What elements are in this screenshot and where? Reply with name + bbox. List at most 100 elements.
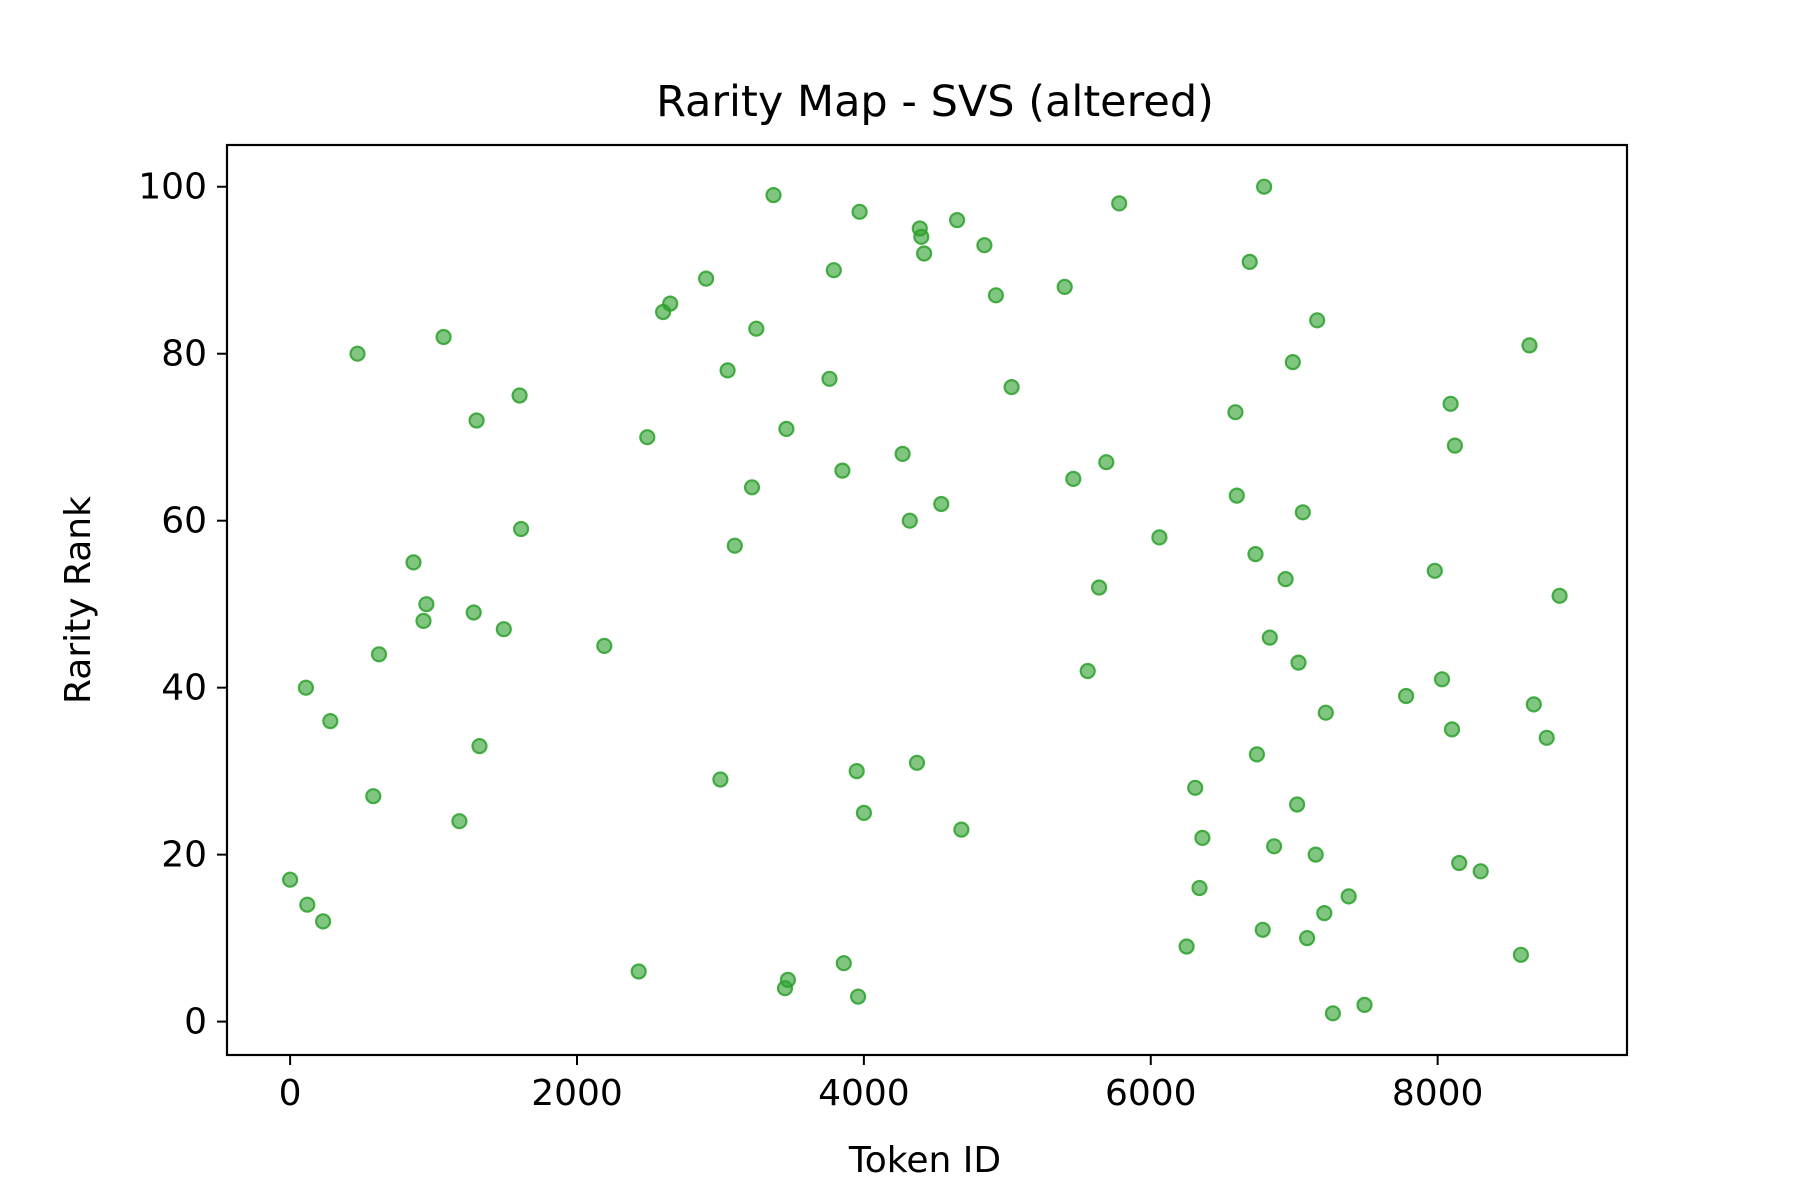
data-point [322, 712, 339, 730]
data-point [315, 913, 332, 930]
data-point [743, 479, 761, 496]
x-axis-ticks: 0 2000 4000 6000 8000 [279, 1055, 1484, 1114]
data-point [282, 871, 299, 888]
data-point [1191, 879, 1208, 897]
data-point [908, 754, 926, 771]
x-tick-label: 6000 [1105, 1073, 1197, 1114]
data-point [1446, 437, 1464, 454]
data-point [1098, 454, 1115, 471]
data-point [1340, 888, 1357, 905]
data-point [662, 295, 679, 312]
y-axis-ticks: 0 20 40 60 80 100 [138, 167, 227, 1043]
data-point [1433, 671, 1451, 688]
data-point [639, 429, 656, 446]
data-point [778, 420, 795, 437]
y-tick-label: 80 [161, 334, 207, 375]
y-tick-label: 60 [161, 501, 207, 542]
data-point [1111, 195, 1128, 212]
data-point [834, 462, 851, 479]
data-point [349, 345, 366, 362]
data-point [1079, 662, 1096, 680]
data-point [1265, 838, 1283, 855]
data-point [1227, 404, 1244, 421]
data-point [915, 245, 933, 262]
data-point [1288, 796, 1306, 813]
data-point [1294, 504, 1311, 521]
data-point [418, 596, 435, 613]
data-point [1194, 829, 1211, 847]
data-point [894, 445, 911, 462]
x-tick-label: 0 [279, 1073, 302, 1114]
data-point [835, 955, 852, 972]
data-point [1284, 354, 1301, 371]
data-point [1512, 946, 1530, 963]
data-point [1065, 470, 1082, 487]
data-point [1538, 729, 1555, 746]
data-point [1003, 379, 1020, 396]
plot-frame [225, 143, 1629, 1057]
data-point [1228, 487, 1245, 504]
data-point [1316, 904, 1333, 922]
data-point [948, 212, 966, 229]
data-point [1247, 545, 1264, 563]
data-point [1151, 529, 1168, 546]
data-point [779, 971, 797, 989]
y-tick-label: 20 [161, 835, 207, 876]
data-point [471, 737, 488, 755]
data-point [1178, 938, 1195, 955]
data-point [1451, 854, 1468, 872]
data-point [726, 537, 743, 554]
data-point [1317, 704, 1334, 721]
data-point [1356, 996, 1373, 1014]
x-tick-label: 8000 [1392, 1073, 1484, 1114]
data-point [1056, 278, 1073, 295]
data-point [855, 804, 873, 822]
data-point [630, 963, 647, 980]
chart-title: Rarity Map - SVS (altered) [656, 77, 1214, 127]
data-point [1090, 579, 1108, 596]
data-point [1307, 846, 1324, 863]
data-point [953, 821, 970, 838]
data-point [1255, 178, 1273, 195]
data-point [1324, 1005, 1342, 1022]
data-point [451, 813, 468, 830]
data-point [465, 604, 482, 621]
data-point [435, 328, 452, 346]
points-layer [282, 178, 1568, 1022]
data-point [1254, 921, 1271, 938]
data-point [1397, 687, 1415, 705]
data-point [765, 187, 782, 204]
data-point [299, 896, 316, 913]
data-point [405, 554, 422, 571]
data-point [748, 320, 765, 337]
data-point [987, 287, 1005, 304]
data-point [821, 370, 838, 387]
x-tick-label: 2000 [531, 1073, 623, 1114]
data-point [1309, 312, 1326, 329]
data-point [1525, 696, 1542, 713]
data-point [825, 262, 842, 279]
data-point [511, 387, 528, 404]
data-point [1290, 654, 1307, 671]
data-point [1187, 779, 1204, 796]
y-tick-label: 0 [184, 1002, 207, 1043]
x-tick-label: 4000 [818, 1073, 910, 1114]
data-point [1241, 253, 1258, 270]
data-point [370, 646, 388, 663]
plot-area [225, 143, 1629, 1057]
data-point [495, 621, 512, 638]
data-point [976, 237, 993, 254]
data-point [1443, 721, 1461, 738]
x-axis-title: Token ID [848, 1140, 1001, 1181]
data-point [1298, 929, 1316, 947]
data-point [719, 362, 736, 379]
data-point [851, 203, 868, 220]
data-point [596, 637, 613, 655]
data-point [1277, 570, 1294, 588]
data-point [1261, 629, 1278, 646]
data-point [933, 495, 950, 513]
data-point [415, 612, 432, 630]
data-point [512, 520, 530, 538]
data-point [1442, 395, 1459, 412]
